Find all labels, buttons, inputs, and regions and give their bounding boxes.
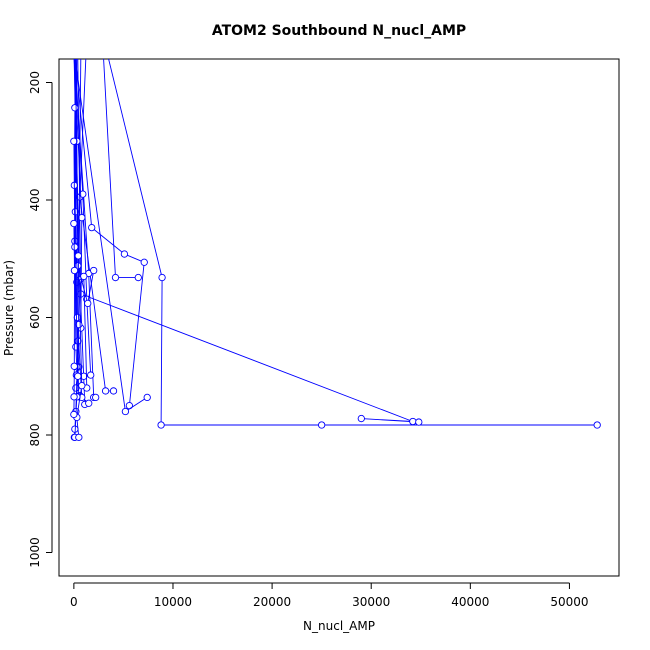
chart-title: ATOM2 Southbound N_nucl_AMP (212, 23, 466, 39)
data-point (101, 387, 110, 395)
y-tick-label: 800 (28, 424, 42, 447)
data-point (70, 266, 79, 275)
series (70, 219, 79, 419)
data-point (143, 393, 151, 402)
series (103, 59, 142, 282)
data-point (78, 213, 86, 222)
data-point (70, 137, 78, 145)
series-line (79, 59, 114, 392)
data-point (140, 258, 148, 266)
x-tick-label: 0 (70, 595, 78, 609)
data-point (70, 410, 78, 419)
data-point (318, 421, 326, 429)
x-tick-label: 10000 (154, 595, 192, 609)
data-point (70, 393, 78, 401)
data-point (415, 418, 423, 426)
data-point (78, 381, 86, 390)
series-line (108, 59, 598, 426)
series (74, 59, 148, 410)
data-point (92, 393, 100, 402)
data-point (74, 252, 82, 260)
data-point (158, 273, 166, 282)
y-axis-label: Pressure (mbar) (2, 260, 16, 356)
data-point (357, 414, 365, 423)
data-point (70, 219, 78, 228)
series-line (77, 59, 419, 423)
series (77, 59, 423, 426)
data-point (71, 104, 79, 112)
data-point (121, 407, 130, 416)
data-point (120, 250, 129, 258)
y-tick-label: 200 (28, 71, 42, 94)
series-line (74, 59, 78, 367)
x-tick-label: 50000 (550, 595, 588, 609)
data-point (85, 399, 93, 407)
data-point (70, 362, 78, 370)
data-point (111, 273, 120, 282)
data-point (90, 266, 98, 275)
x-tick-label: 20000 (253, 595, 291, 609)
data-point (134, 273, 142, 282)
data-point (87, 371, 95, 379)
x-tick-label: 40000 (451, 595, 489, 609)
data-point (109, 387, 118, 395)
series (76, 59, 118, 395)
data-point (157, 421, 165, 429)
data-point (75, 433, 83, 441)
x-axis-label: N_nucl_AMP (303, 619, 375, 633)
data-point (74, 372, 82, 380)
data-point (84, 299, 92, 308)
series-line (73, 223, 75, 415)
plot-frame (58, 58, 620, 577)
series (74, 59, 151, 416)
series-line (103, 59, 139, 279)
axes: 0 10000 20000 30000 40000 50000 200 400 600 800 10… (28, 71, 589, 609)
plot-area (70, 59, 601, 441)
y-tick-label: 600 (28, 306, 42, 329)
y-tick-label: 400 (28, 189, 42, 212)
data-point (88, 223, 96, 232)
data-point (71, 243, 79, 251)
x-tick-label: 30000 (352, 595, 390, 609)
series (108, 59, 601, 429)
data-point (409, 417, 417, 426)
y-tick-label: 1000 (28, 537, 42, 568)
data-point (593, 421, 601, 429)
